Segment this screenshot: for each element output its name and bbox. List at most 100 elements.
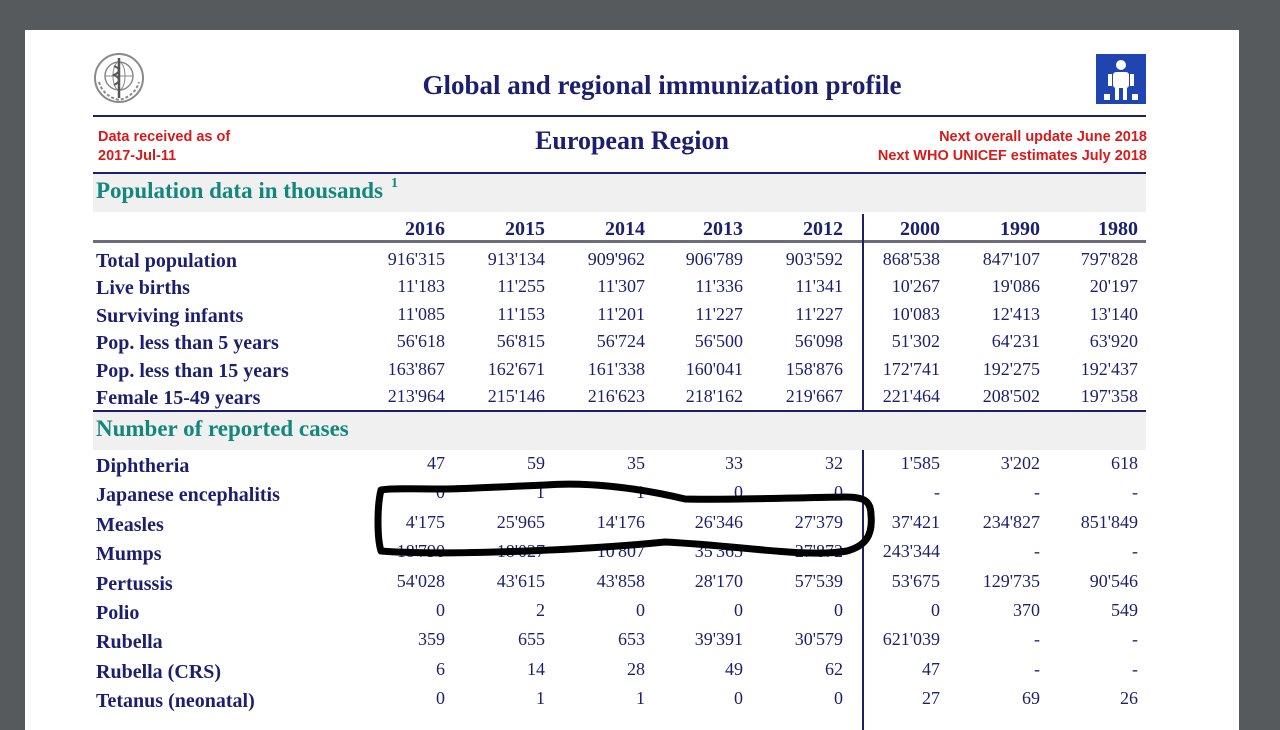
table-cell: 14'176 [596,511,645,532]
who-emblem-icon [94,53,144,103]
header-rule [93,115,1146,117]
table-cell: 370 [1013,600,1040,620]
table-cell: - [934,482,940,503]
table-cell: 3'202 [1000,453,1040,473]
table-cell: - [1034,482,1040,503]
table-cell: 192'275 [982,358,1040,379]
row-label: Japanese encephalitis [96,484,280,507]
table-cell: 4'175 [405,511,445,532]
data-received-label: Data received as of [98,129,231,145]
table-cell: 218'162 [685,386,743,406]
population-section-band [93,174,1146,212]
table-cell: 161'338 [587,358,645,379]
row-label: Live births [96,277,190,300]
table-cell: 32 [825,453,843,473]
table-cell: 906'789 [685,249,743,269]
table-cell: 11'255 [497,276,545,297]
table-cell: 64'231 [991,331,1040,352]
table-cell: 59 [527,453,545,473]
table-cell: 28 [627,658,645,679]
table-cell: 14 [527,658,545,679]
table-cell: 11'085 [397,303,445,324]
table-cell: - [1034,658,1040,679]
row-label: Pop. less than 5 years [96,332,279,355]
table-cell: 162'671 [487,358,545,379]
table-cell: 208'502 [982,386,1040,406]
table-cell: - [1132,541,1138,562]
table-cell: 27'379 [794,511,843,532]
table-cell: 56'098 [794,331,843,352]
region-title: European Region [535,126,729,155]
table-cell: 797'828 [1080,249,1138,269]
table-cell: 621'039 [882,629,940,650]
table-cell: 359 [418,629,445,650]
table-cell: 916'315 [387,249,445,269]
year-header-2000: 2000 [900,218,940,240]
row-label: Mumps [96,543,162,566]
table-cell: 11'227 [795,303,843,324]
row-label: Rubella [96,631,163,654]
table-cell: 37'421 [891,511,940,532]
table-cell: 47 [427,453,445,473]
table-cell: 51'302 [891,331,940,352]
marker-circle-stroke [374,480,875,557]
table-cell: 26'346 [694,511,743,532]
table-cell: 0 [436,600,445,620]
table-cell: 1 [536,688,545,709]
table-cell: 158'876 [785,358,843,379]
table-cell: - [1132,658,1138,679]
table-cell: 63'920 [1089,331,1138,352]
table-cell: 69 [1022,688,1040,709]
next-estimates-note: Next WHO UNICEF estimates July 2018 [877,148,1147,164]
table-cell: 903'592 [785,249,843,269]
row-label: Pertussis [96,572,173,595]
row-label: Total population [96,250,237,272]
child-figure-icon [1096,54,1146,104]
data-received-date: 2017-Jul-11 [98,148,177,164]
year-header-1990: 1990 [1000,218,1040,240]
table-cell: 913'134 [487,249,545,269]
update-notes: Next overall update June 2018 Next WHO U… [878,128,1147,166]
table-cell: 30'579 [794,629,843,650]
table-cell: 909'962 [587,249,645,269]
table-cell: 0 [834,482,843,503]
column-separator-cases [862,450,864,730]
row-label: Rubella (CRS) [96,660,222,683]
population-section-title-text: Population data in thousands [96,178,383,203]
table-cell: 11'201 [597,303,645,324]
table-cell: - [1132,629,1138,650]
table-cell: 234'827 [982,511,1040,532]
table-cell: 53'675 [891,570,940,591]
column-separator-population [862,214,864,412]
table-cell: 13'140 [1089,303,1138,324]
table-cell: 90'546 [1089,570,1138,591]
table-cell: 215'146 [487,386,545,406]
table-cell: 39'391 [694,629,743,650]
table-cell: 10'083 [891,303,940,324]
cases-section-band [93,412,1146,450]
table-cell: - [1132,482,1138,503]
table-cell: 33 [725,453,743,473]
row-label: Female 15-49 years [96,387,261,409]
table-cell: 847'107 [982,249,1040,269]
table-cell: 0 [734,600,743,620]
row-label: Tetanus (neonatal) [96,690,255,713]
region-rule [93,172,1146,174]
table-cell: 20'197 [1089,276,1138,297]
table-cell: 56'724 [596,331,645,352]
table-cell: 197'358 [1080,386,1138,406]
table-cell: 0 [931,600,940,620]
table-cell: 25'965 [496,511,545,532]
table-cell: 172'741 [882,358,940,379]
table-cell: 11'341 [795,276,843,297]
table-cell: 28'170 [694,570,743,591]
row-label: Polio [96,602,140,624]
table-cell: 129'735 [982,570,1040,591]
population-footnote-marker: 1 [390,176,398,192]
data-received-note: Data received as of 2017-Jul-11 [98,128,230,166]
table-cell: 56'500 [694,331,743,352]
next-update-note: Next overall update June 2018 [939,129,1147,145]
table-cell: 43'615 [496,570,545,591]
table-cell: 868'538 [882,249,940,269]
table-cell: 2 [536,600,545,620]
